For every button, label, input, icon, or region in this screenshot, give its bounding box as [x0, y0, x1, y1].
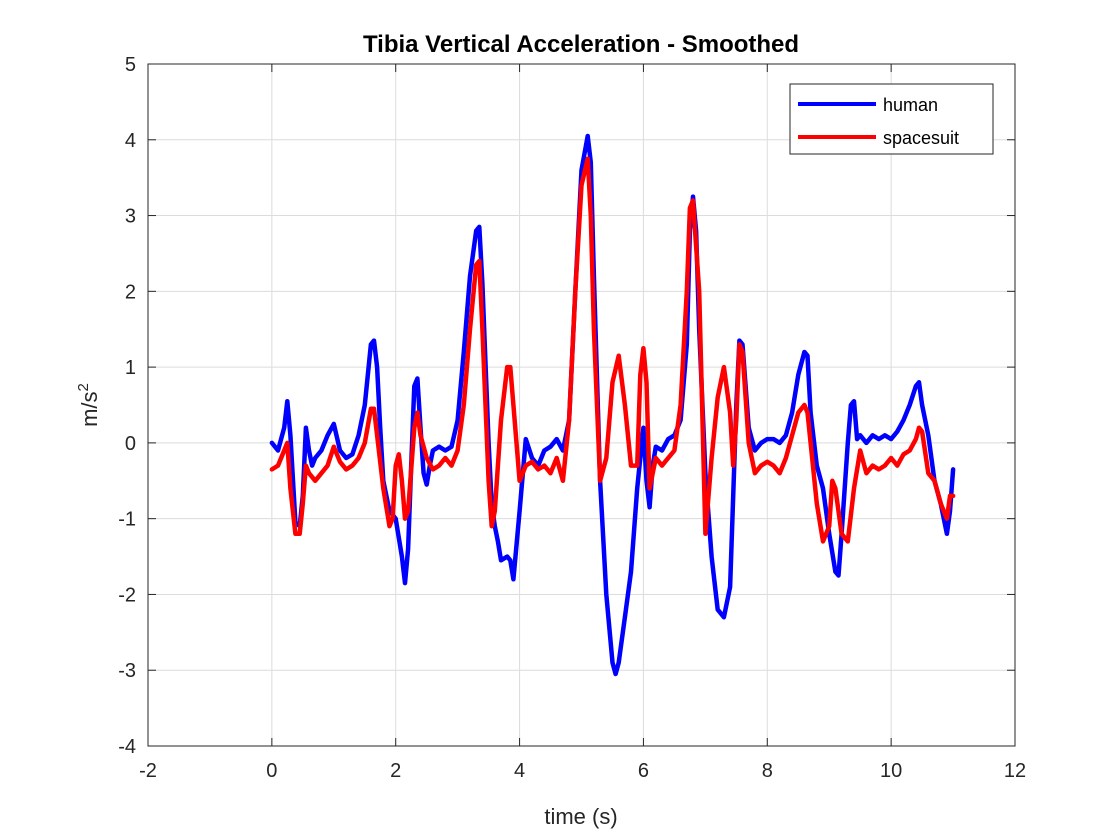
y-tick-label: -3: [118, 660, 136, 682]
y-tick-label: 4: [125, 130, 136, 152]
chart-title: Tibia Vertical Acceleration - Smoothed: [363, 31, 799, 58]
legend-box: [789, 83, 994, 155]
x-tick-label: 8: [762, 760, 773, 782]
y-tick-label: -2: [118, 584, 136, 606]
grid: [148, 64, 1015, 746]
x-axis-ticks: -2 0 2 4 6 8 10 12: [139, 64, 1026, 782]
x-tick-label: 2: [390, 760, 401, 782]
series-line-spacesuit: [269, 156, 956, 544]
x-tick-label: 6: [638, 760, 649, 782]
y-tick-label: 1: [125, 357, 136, 379]
y-tick-label: 3: [125, 206, 136, 228]
legend-label-spacesuit: spacesuit: [883, 128, 959, 148]
x-tick-label: 4: [514, 760, 525, 782]
y-tick-label: 2: [125, 281, 136, 303]
x-tick-label: 12: [1004, 760, 1026, 782]
legend-label-human: human: [883, 95, 938, 115]
x-tick-label: 10: [880, 760, 902, 782]
x-tick-label: -2: [139, 760, 157, 782]
y-axis-ticks: -4 -3 -2 -1 0 1 2 3 4 5: [118, 54, 1015, 758]
y-tick-label: 5: [125, 54, 136, 76]
y-axis-label-exponent: 2: [75, 383, 92, 391]
y-axis-label-base: m/s: [77, 391, 102, 426]
y-tick-label: 0: [125, 433, 136, 455]
y-axis-label: m/s2: [75, 383, 102, 427]
y-tick-label: -4: [118, 736, 136, 758]
plot-frame: [147, 63, 1016, 747]
x-axis-label: time (s): [544, 804, 617, 829]
x-tick-label: 0: [266, 760, 277, 782]
series-lines: [269, 133, 956, 677]
y-tick-label: -1: [118, 509, 136, 531]
legend: human spacesuit: [789, 83, 994, 155]
